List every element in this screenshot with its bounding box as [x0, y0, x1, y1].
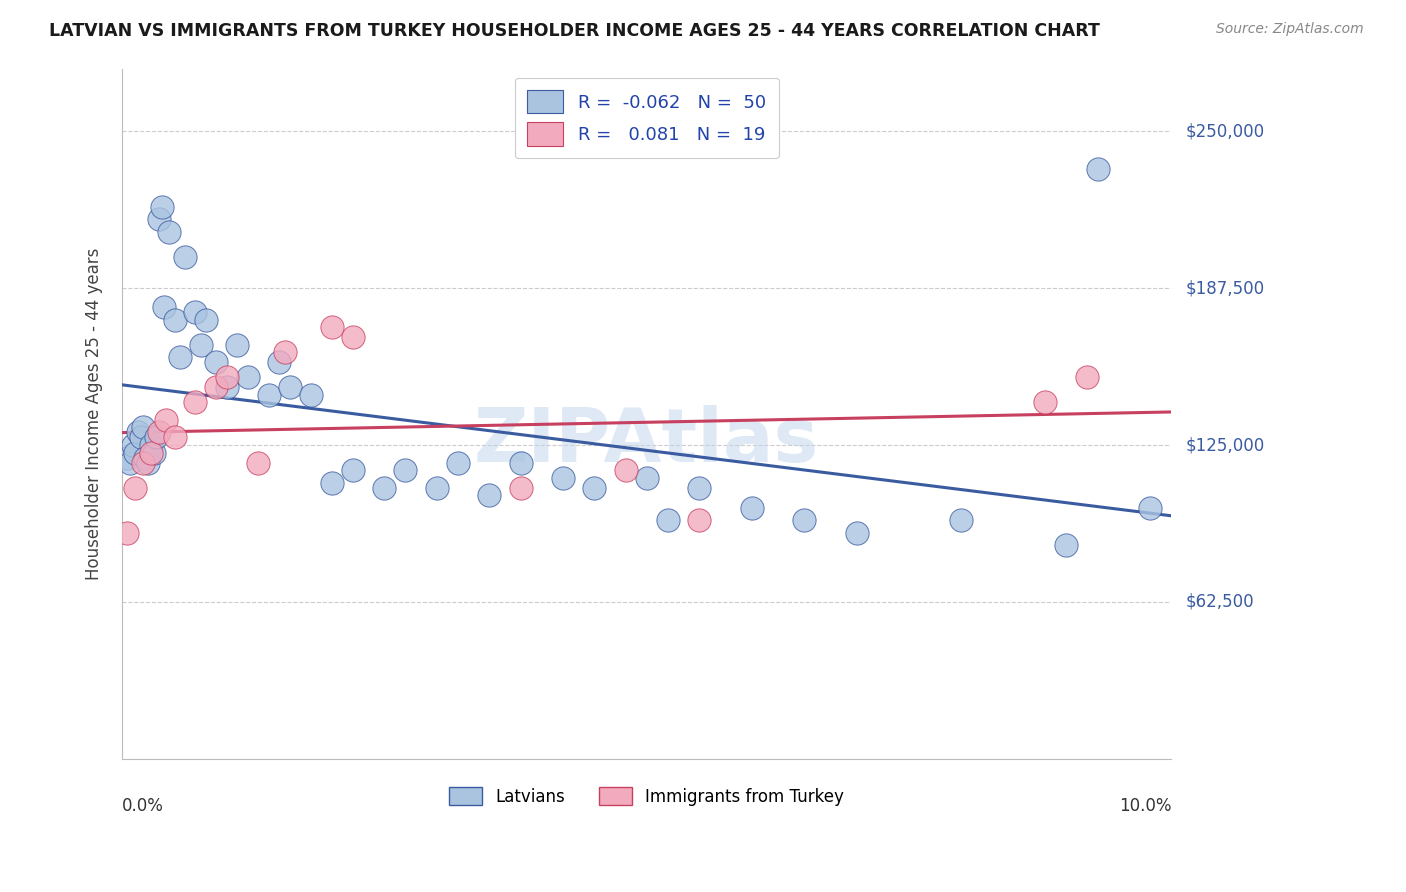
Point [688, 481, 710, 495]
Point [150, 200, 173, 214]
Point [426, 481, 449, 495]
Text: $250,000: $250,000 [1185, 122, 1264, 140]
Point [132, 456, 155, 470]
Point [299, 388, 322, 402]
Point [342, 463, 364, 477]
Point [148, 212, 170, 227]
Point [132, 420, 155, 434]
Point [1054, 538, 1077, 552]
Point [124, 481, 146, 495]
Point [184, 395, 207, 409]
Point [583, 481, 606, 495]
Point [478, 488, 501, 502]
Point [447, 456, 470, 470]
Point [134, 450, 156, 465]
Text: 0.0%: 0.0% [122, 797, 165, 814]
Point [129, 430, 152, 444]
Point [174, 250, 197, 264]
Point [215, 380, 238, 394]
Point [190, 337, 212, 351]
Point [793, 513, 815, 527]
Point [741, 500, 763, 515]
Point [195, 312, 218, 326]
Text: $187,500: $187,500 [1185, 279, 1264, 297]
Point [373, 481, 395, 495]
Point [157, 225, 180, 239]
Point [163, 430, 186, 444]
Point [226, 337, 249, 351]
Point [321, 320, 343, 334]
Point [1087, 161, 1109, 176]
Point [236, 370, 259, 384]
Point [509, 456, 531, 470]
Point [124, 445, 146, 459]
Point [215, 370, 238, 384]
Point [950, 513, 973, 527]
Point [142, 445, 165, 459]
Point [269, 355, 291, 369]
Point [1035, 395, 1057, 409]
Point [117, 525, 139, 540]
Point [551, 470, 574, 484]
Point [121, 438, 143, 452]
Point [247, 456, 270, 470]
Point [614, 463, 637, 477]
Text: $62,500: $62,500 [1185, 593, 1254, 611]
Point [845, 525, 868, 540]
Text: LATVIAN VS IMMIGRANTS FROM TURKEY HOUSEHOLDER INCOME AGES 25 - 44 YEARS CORRELAT: LATVIAN VS IMMIGRANTS FROM TURKEY HOUSEH… [49, 22, 1099, 40]
Point [184, 305, 207, 319]
Point [1139, 500, 1161, 515]
Y-axis label: Householder Income Ages 25 - 44 years: Householder Income Ages 25 - 44 years [86, 247, 103, 580]
Point [163, 312, 186, 326]
Text: Source: ZipAtlas.com: Source: ZipAtlas.com [1216, 22, 1364, 37]
Point [278, 380, 301, 394]
Legend: Latvians, Immigrants from Turkey: Latvians, Immigrants from Turkey [443, 780, 851, 813]
Point [636, 470, 658, 484]
Point [148, 425, 170, 440]
Point [205, 355, 228, 369]
Point [141, 445, 163, 459]
Point [321, 475, 343, 490]
Point [273, 345, 295, 359]
Text: ZIPAtlas: ZIPAtlas [474, 405, 820, 478]
Point [145, 430, 167, 444]
Point [169, 350, 191, 364]
Point [257, 388, 280, 402]
Point [657, 513, 679, 527]
Point [120, 456, 142, 470]
Point [127, 425, 149, 440]
Point [153, 300, 176, 314]
Point [117, 450, 139, 465]
Point [141, 438, 163, 452]
Point [509, 481, 531, 495]
Point [688, 513, 710, 527]
Point [136, 456, 159, 470]
Point [205, 380, 228, 394]
Point [342, 330, 364, 344]
Point [1076, 370, 1098, 384]
Text: 10.0%: 10.0% [1119, 797, 1171, 814]
Point [394, 463, 416, 477]
Point [155, 413, 177, 427]
Text: $125,000: $125,000 [1185, 436, 1264, 454]
